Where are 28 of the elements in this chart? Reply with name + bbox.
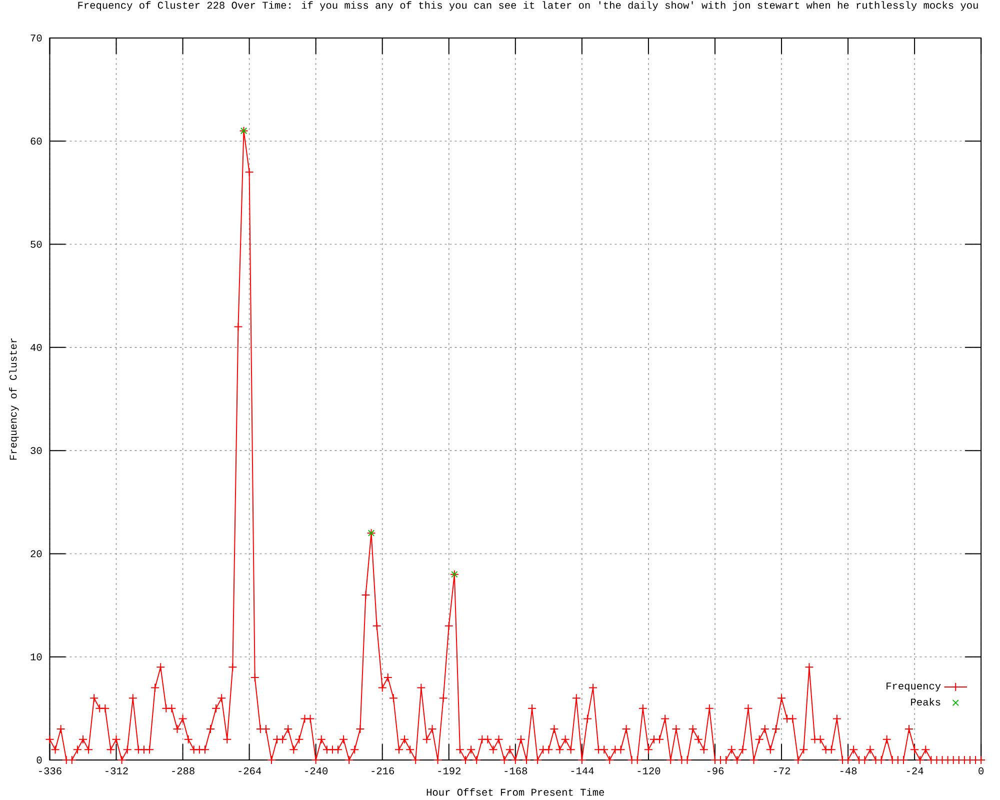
x-tick-label: -96 [707, 767, 724, 774]
y-tick-label: 70 [30, 34, 42, 42]
y-tick-label: 0 [36, 756, 42, 764]
x-tick-label: -120 [638, 767, 660, 774]
chart-title: Frequency of Cluster 228 Over Time: if you miss any of this you can see it later on 'the daily show' with jon stewart when he ruthlessly mocks you [78, 1, 978, 11]
x-axis-title: Hour Offset From Present Time [426, 788, 604, 796]
x-tick-label: -336 [39, 767, 62, 774]
y-tick-label: 30 [30, 447, 42, 454]
x-tick-label: -48 [840, 767, 857, 774]
x-tick-label: 0 [978, 767, 984, 774]
y-tick-label: 20 [30, 550, 42, 558]
y-axis-title: Frequency of Cluster [9, 338, 19, 460]
y-tick-label: 50 [30, 240, 42, 248]
y-tick-label: 40 [30, 344, 42, 351]
y-tick-label: 60 [30, 138, 42, 145]
x-tick-label: -264 [238, 767, 262, 774]
x-tick-label: -192 [438, 767, 460, 774]
x-tick-label: -24 [906, 767, 924, 774]
x-tick-label: -216 [372, 767, 394, 774]
legend-label: Peaks [911, 698, 940, 706]
x-tick-label: -240 [305, 767, 328, 774]
x-tick-label: -144 [571, 767, 594, 774]
x-tick-label: -168 [504, 767, 528, 774]
x-tick-label: -288 [172, 767, 194, 774]
x-tick-label: -312 [106, 767, 128, 774]
x-tick-label: -72 [774, 767, 790, 774]
y-tick-label: 10 [30, 653, 42, 660]
legend-label: Frequency [886, 682, 941, 692]
